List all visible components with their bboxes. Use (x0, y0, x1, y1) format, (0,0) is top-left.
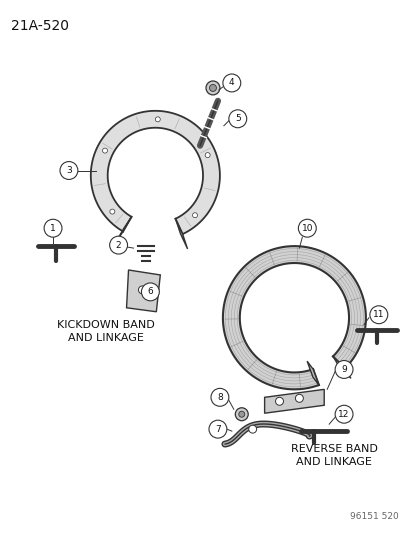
Text: 6: 6 (147, 287, 153, 296)
Circle shape (155, 117, 160, 122)
Polygon shape (175, 219, 187, 249)
Circle shape (102, 148, 107, 153)
Circle shape (369, 306, 387, 324)
Circle shape (109, 209, 114, 214)
Text: 5: 5 (234, 114, 240, 123)
Text: 4: 4 (228, 78, 234, 87)
Text: 8: 8 (216, 393, 222, 402)
Polygon shape (264, 389, 323, 413)
Text: 12: 12 (337, 410, 349, 419)
Text: 21A-520: 21A-520 (11, 19, 69, 33)
Circle shape (222, 74, 240, 92)
Text: 9: 9 (340, 365, 346, 374)
Circle shape (248, 425, 256, 433)
Polygon shape (115, 217, 131, 244)
Text: 7: 7 (214, 425, 220, 434)
Circle shape (60, 161, 78, 180)
Circle shape (141, 283, 159, 301)
Polygon shape (126, 270, 160, 312)
Circle shape (205, 152, 210, 158)
Polygon shape (332, 357, 350, 378)
Text: 1: 1 (50, 224, 56, 233)
Circle shape (238, 411, 244, 417)
Circle shape (335, 360, 352, 378)
Circle shape (192, 213, 197, 217)
Circle shape (44, 219, 62, 237)
Circle shape (209, 84, 216, 92)
Text: 2: 2 (116, 240, 121, 249)
Circle shape (138, 286, 146, 294)
Text: 96151 520: 96151 520 (349, 512, 398, 521)
Circle shape (295, 394, 303, 402)
Circle shape (298, 219, 316, 237)
Text: REVERSE BAND
AND LINKAGE: REVERSE BAND AND LINKAGE (290, 444, 377, 467)
Circle shape (211, 389, 228, 406)
Polygon shape (222, 246, 365, 389)
Circle shape (235, 408, 248, 421)
Circle shape (109, 236, 127, 254)
Polygon shape (90, 111, 219, 234)
Circle shape (206, 81, 219, 95)
Circle shape (335, 405, 352, 423)
Text: 11: 11 (372, 310, 384, 319)
Polygon shape (306, 361, 318, 385)
Circle shape (228, 110, 246, 128)
Text: 10: 10 (301, 224, 312, 233)
Text: KICKDOWN BAND
AND LINKAGE: KICKDOWN BAND AND LINKAGE (57, 320, 154, 343)
Text: 3: 3 (66, 166, 71, 175)
Circle shape (209, 420, 226, 438)
Circle shape (275, 397, 283, 405)
